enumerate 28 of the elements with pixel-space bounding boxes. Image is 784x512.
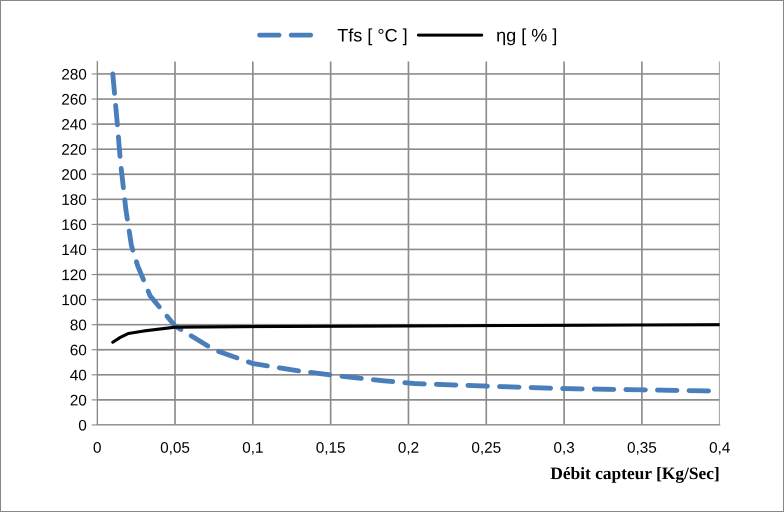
x-tick-label: 0,2 bbox=[398, 442, 418, 455]
y-tick-label: 280 bbox=[62, 68, 86, 80]
x-tick-label: 0,1 bbox=[242, 442, 263, 455]
x-tick-label: 0,4 bbox=[710, 442, 730, 455]
legend-label: Tfs [ °C ] bbox=[338, 28, 406, 46]
x-tick-label: 0,15 bbox=[316, 442, 345, 455]
x-tick-label: 0,05 bbox=[160, 442, 190, 455]
y-tick-label: 260 bbox=[62, 94, 86, 105]
y-tick-label: 220 bbox=[62, 144, 86, 155]
y-tick-label: 0 bbox=[78, 420, 86, 431]
x-tick-label: 0 bbox=[94, 442, 101, 453]
x-tick-label: 0,3 bbox=[554, 442, 574, 455]
y-tick-label: 180 bbox=[62, 194, 86, 206]
line-series bbox=[111, 323, 720, 344]
x-tick-label: 0,35 bbox=[628, 442, 656, 455]
y-tick-label: 80 bbox=[70, 320, 86, 330]
y-tick-label: 40 bbox=[70, 370, 86, 381]
y-tick-label: 60 bbox=[70, 344, 86, 356]
y-tick-label: 160 bbox=[62, 219, 86, 230]
y-tick-label: 200 bbox=[62, 169, 86, 180]
y-tick-label: 20 bbox=[70, 394, 86, 406]
y-tick-label: 240 bbox=[62, 118, 86, 130]
x-axis-title: Débit capteur [Kg/Sec] bbox=[550, 466, 718, 483]
y-tick-label: 100 bbox=[62, 294, 86, 306]
x-tick-label: 0,25 bbox=[472, 442, 501, 455]
legend-label: ηg [ % ] bbox=[497, 28, 556, 46]
y-tick-label: 120 bbox=[62, 269, 86, 280]
y-tick-label: 140 bbox=[62, 244, 86, 256]
